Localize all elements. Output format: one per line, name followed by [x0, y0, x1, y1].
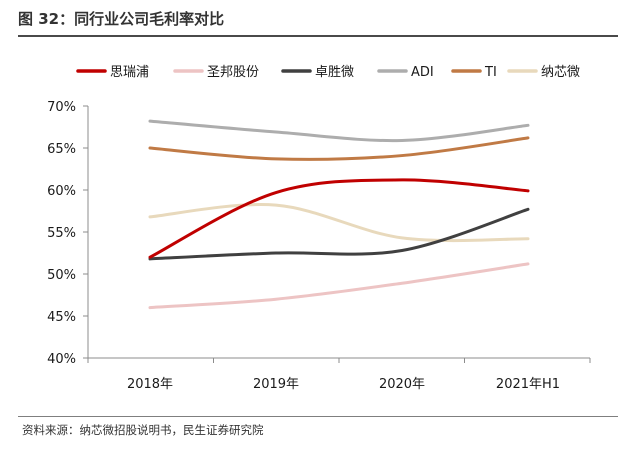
x-axis: 2018年 2019年 2020年 2021年H1: [87, 357, 591, 392]
y-tick-label: 50%: [47, 268, 76, 283]
y-tick-label: 70%: [47, 100, 76, 115]
y-tick-label: 60%: [47, 184, 76, 199]
series-line-5: [148, 136, 530, 161]
x-tick-label: 2019年: [253, 377, 299, 392]
y-axis: 40% 45% 50% 55% 60% 65% 70%: [47, 100, 89, 367]
y-tick-label: 65%: [47, 142, 76, 157]
legend-label: 纳芯微: [541, 65, 580, 80]
legend-label: 思瑞浦: [110, 65, 149, 80]
source-note: 资料来源：纳芯微招股说明书，民生证券研究院: [22, 423, 264, 437]
series-line-4: [148, 119, 530, 143]
x-tick-label: 2020年: [379, 377, 425, 392]
y-tick-label: 55%: [47, 226, 76, 241]
x-tick-label: 2018年: [127, 377, 173, 392]
chart-legend: 思瑞浦 圣邦股份 卓胜微 ADI TI 纳芯微: [76, 65, 580, 80]
series-line-2: [148, 262, 530, 310]
figure-title: 图 32：同行业公司毛利率对比: [18, 10, 225, 28]
series-line-1: [148, 178, 530, 259]
y-tick-label: 40%: [47, 352, 76, 367]
legend-label: TI: [484, 65, 497, 80]
series-layer: [148, 119, 530, 310]
y-tick-label: 45%: [47, 310, 76, 325]
series-line-3: [148, 207, 530, 261]
legend-label: 卓胜微: [315, 65, 354, 80]
legend-label: ADI: [411, 65, 434, 80]
series-line-6: [148, 203, 530, 243]
title-divider: [18, 35, 618, 37]
x-tick-label: 2021年H1: [496, 377, 560, 392]
source-divider: [18, 416, 618, 417]
legend-label: 圣邦股份: [207, 65, 259, 80]
